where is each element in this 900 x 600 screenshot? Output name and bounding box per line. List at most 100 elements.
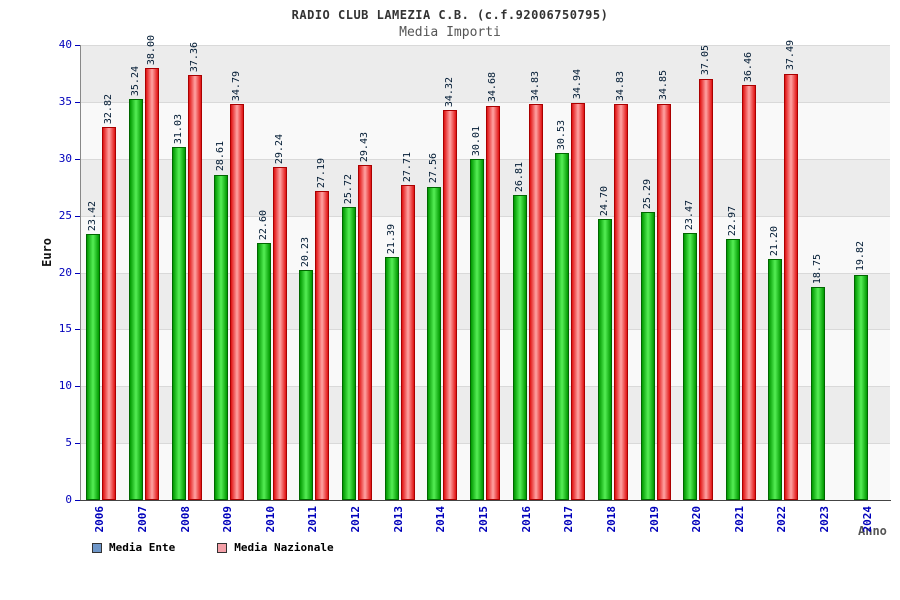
bar-value-label: 27.71: [401, 151, 413, 182]
x-tick-label: 2012: [349, 506, 363, 533]
bar-media-ente: [853, 274, 868, 500]
bar-media-nazionale: [400, 184, 415, 500]
bar-value-label: 30.53: [556, 119, 568, 150]
gridline: [80, 386, 890, 388]
bar-value-label: 27.19: [316, 157, 328, 188]
bar-media-nazionale: [102, 126, 117, 500]
gridline: [80, 45, 890, 46]
x-tick-label: 2009: [221, 506, 235, 533]
media-ente-swatch-icon: [92, 542, 102, 553]
bar-media-ente: [171, 147, 186, 500]
bar-media-nazionale: [613, 103, 628, 500]
legend: Media Ente Media Nazionale: [92, 541, 334, 554]
bar-value-label: 34.83: [529, 70, 541, 101]
bar-media-ente: [384, 256, 399, 500]
y-tick-mark: [75, 443, 80, 445]
x-tick-label: 2011: [306, 506, 320, 533]
bar-value-label: 26.81: [513, 161, 525, 193]
y-tick-mark: [75, 158, 80, 160]
bar-media-nazionale: [272, 167, 287, 500]
x-tick-label: 2014: [434, 506, 448, 533]
bar-media-ente: [768, 258, 783, 500]
bar-value-label: 25.29: [641, 179, 653, 210]
y-tick-label: 20: [58, 265, 72, 279]
bar-media-ente: [725, 238, 740, 500]
x-axis-title: Anno: [858, 524, 887, 538]
bar-media-nazionale: [187, 75, 202, 500]
bar-media-ente: [470, 158, 484, 500]
y-tick-label: 5: [65, 436, 72, 450]
legend-label-media-ente: Media Ente: [109, 541, 176, 554]
chart-title: RADIO CLUB LAMEZIA C.B. (c.f.92006750795…: [291, 8, 609, 22]
gridline: [80, 272, 890, 274]
bar-media-nazionale: [699, 78, 714, 500]
plot-area: 23.42 32.82 35.24 38.00 31.03 37.36 28.61 34.79…: [80, 35, 890, 500]
bar-media-ente: [811, 286, 826, 500]
bar-media-ente: [597, 219, 612, 500]
bar-media-nazionale: [656, 103, 671, 500]
bar-value-label: 25.72: [343, 174, 355, 205]
bar-media-nazionale: [486, 105, 500, 500]
bar-value-label: 21.20: [769, 225, 781, 256]
y-tick-mark: [75, 272, 80, 274]
media-nazionale-swatch-icon: [217, 542, 228, 553]
y-tick-mark: [75, 386, 80, 388]
legend-label-media-nazionale: Media Nazionale: [234, 541, 334, 554]
bar-media-nazionale: [784, 73, 799, 500]
y-axis-line: [80, 45, 81, 501]
x-tick-label: 2017: [562, 506, 576, 533]
y-tick-label: 35: [58, 94, 72, 108]
x-tick-label: 2008: [178, 506, 192, 533]
bar-media-nazionale: [230, 104, 245, 500]
bar-value-label: 32.82: [103, 93, 115, 124]
bar-value-label: 27.56: [428, 153, 440, 184]
y-tick-label: 15: [58, 322, 72, 336]
y-tick-label: 30: [58, 151, 72, 165]
bar-media-nazionale: [443, 109, 458, 500]
bar-value-label: 23.47: [684, 199, 696, 231]
x-axis-line: [80, 500, 891, 501]
bar-media-nazionale: [144, 67, 159, 500]
gridline: [80, 215, 890, 217]
legend-item-media-nazionale: Media Nazionale: [217, 541, 334, 554]
bar-value-label: 37.05: [700, 45, 712, 76]
x-tick-label: 2016: [519, 506, 533, 533]
bar-media-ente: [640, 212, 655, 500]
bar-media-ente: [299, 269, 314, 500]
chart-subtitle: Media Importi: [399, 25, 501, 40]
x-tick-label: 2021: [732, 506, 746, 533]
y-axis-title: Euro: [40, 238, 54, 267]
bar-value-label: 37.36: [188, 41, 200, 73]
x-tick-label: 2019: [647, 506, 661, 533]
bar-media-ente: [256, 242, 271, 500]
bar-value-label: 34.68: [487, 72, 498, 103]
bar-media-ente: [342, 207, 357, 500]
bar-media-ente: [512, 195, 527, 500]
gridline: [80, 158, 890, 160]
bar-value-label: 35.24: [129, 66, 141, 97]
bar-media-nazionale: [741, 85, 756, 500]
y-tick-mark: [75, 45, 80, 46]
x-tick-label: 2023: [818, 506, 832, 533]
bar-value-label: 28.61: [215, 141, 227, 172]
x-tick-label: 2010: [263, 506, 277, 533]
y-tick-mark: [75, 500, 80, 501]
bar-value-label: 34.32: [444, 76, 456, 107]
bar-value-label: 36.46: [742, 52, 754, 83]
bar-value-label: 31.03: [172, 113, 184, 145]
bar-value-label: 38.00: [145, 34, 157, 65]
bar-value-label: 24.70: [598, 185, 610, 217]
bar-media-nazionale: [358, 165, 373, 500]
gridline: [80, 443, 890, 445]
y-tick-mark: [75, 215, 80, 217]
bar-value-label: 37.49: [785, 40, 797, 71]
bar-media-ente: [128, 99, 143, 500]
bar-media-nazionale: [571, 102, 586, 500]
bar-value-label: 34.94: [572, 69, 584, 100]
bar-value-label: 20.23: [300, 236, 312, 267]
y-tick-mark: [75, 329, 80, 331]
bar-value-label: 34.79: [231, 71, 243, 102]
x-tick-label: 2018: [604, 506, 618, 533]
bar-value-label: 34.83: [614, 70, 626, 101]
